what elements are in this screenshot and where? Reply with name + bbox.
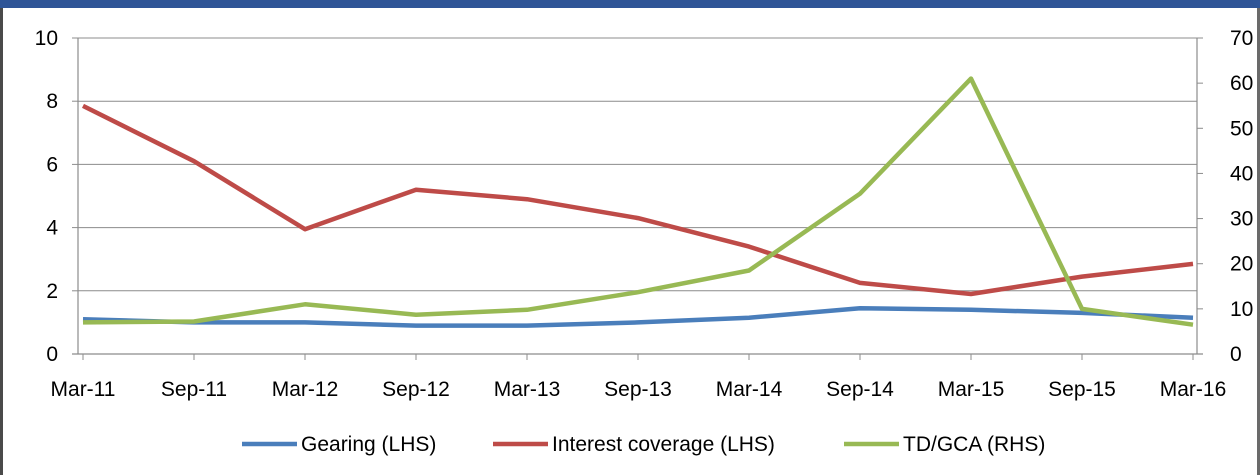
left-tick-label: 0 — [46, 343, 58, 366]
left-tick-label: 6 — [46, 153, 58, 176]
gridlines — [78, 37, 1197, 292]
series-line-3 — [82, 76, 1194, 327]
right-tick-label: 20 — [1230, 253, 1253, 276]
x-tick-label: Mar-11 — [51, 378, 116, 401]
left-tick-label: 2 — [46, 280, 58, 303]
right-tick-label: 0 — [1230, 343, 1242, 366]
right-tick-label: 70 — [1230, 27, 1253, 50]
right-tick-label: 10 — [1230, 298, 1253, 321]
axes — [72, 38, 1203, 355]
legend-label: Interest coverage (LHS) — [552, 433, 775, 456]
series-lines — [81, 76, 1194, 328]
left-tick-label: 4 — [46, 217, 58, 240]
x-tick-label: Mar-15 — [938, 378, 1005, 401]
right-tick-label: 40 — [1230, 162, 1253, 185]
legend-label: Gearing (LHS) — [301, 433, 436, 456]
x-tick-label: Sep-14 — [826, 378, 894, 401]
left-tick-label: 8 — [46, 90, 58, 113]
frame-left-border — [0, 8, 3, 475]
right-tick-label: 50 — [1230, 117, 1253, 140]
right-tick-label: 30 — [1230, 208, 1253, 231]
top-banner — [0, 0, 1260, 8]
x-tick-label: Sep-12 — [382, 378, 450, 401]
x-tick-label: Mar-14 — [716, 378, 783, 401]
right-axis-ticks: 0 10 20 30 40 50 60 70 — [1197, 27, 1253, 366]
left-axis-ticks: 0 2 4 6 8 10 — [35, 27, 78, 366]
x-tick-label: Sep-11 — [161, 378, 227, 401]
frame-right-border — [1257, 8, 1260, 475]
x-tick-label: Sep-15 — [1048, 378, 1116, 401]
legend-label: TD/GCA (RHS) — [903, 433, 1045, 456]
right-tick-label: 60 — [1230, 72, 1253, 95]
left-tick-label: 10 — [35, 27, 58, 50]
x-tick-label: Mar-16 — [1160, 378, 1227, 401]
series-line-2 — [81, 103, 1194, 297]
legend: Gearing (LHS) Interest coverage (LHS) TD/G… — [242, 433, 1045, 456]
x-axis-ticks: Mar-11 Sep-11 Mar-12 Sep-12 Mar-13 Sep-13 Mar-… — [51, 354, 1227, 401]
x-tick-label: Mar-12 — [272, 378, 339, 401]
x-tick-label: Sep-13 — [604, 378, 672, 401]
x-tick-label: Mar-13 — [494, 378, 561, 401]
